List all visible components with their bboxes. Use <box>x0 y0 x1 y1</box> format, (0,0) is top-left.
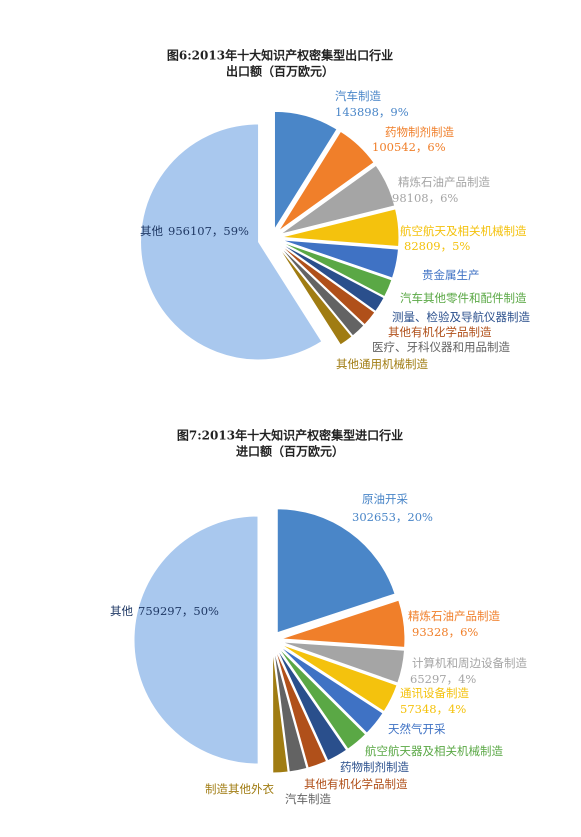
value-label: 302653，20% <box>352 510 433 524</box>
slice-label: 精炼石油产品制造 <box>398 175 490 189</box>
chart-subtitle: 出口额（百万欧元） <box>226 64 334 79</box>
slice-label: 其他 <box>140 224 163 238</box>
pie-slice <box>276 244 353 346</box>
pie-slice <box>276 508 396 634</box>
slice-label: 贵金属生产 <box>422 268 480 282</box>
pie-slice <box>272 648 289 774</box>
pie-slice <box>140 123 323 361</box>
slice-label: 汽车其他零件和配件制造 <box>400 291 527 305</box>
pie-slice <box>273 648 308 773</box>
chart-subtitle: 进口额（百万欧元） <box>236 444 344 459</box>
slice-label: 计算机和周边设备制造 <box>412 656 527 670</box>
slice-label: 其他 <box>110 604 133 618</box>
value-label: 93328，6% <box>412 625 478 639</box>
slice-label: 药物制剂制造 <box>385 125 454 139</box>
value-label: 759297，50% <box>138 604 219 618</box>
chart-title: 图7:2013年十大知识产权密集型进口行业 <box>177 428 403 443</box>
slice-label: 航空航天器及相关机械制造 <box>365 744 503 758</box>
value-label: 143898，9% <box>335 105 409 119</box>
pie-slice <box>279 643 398 713</box>
pie-slice <box>275 647 348 762</box>
pie-slice <box>280 599 406 648</box>
slice-label: 天然气开采 <box>388 722 446 736</box>
slice-label: 其他通用机械制造 <box>336 357 428 371</box>
pie-slice <box>279 242 385 313</box>
pie-slice <box>274 648 328 769</box>
slice-label: 其他有机化学品制造 <box>388 325 492 339</box>
value-label: 98108，6% <box>392 191 458 205</box>
pie-slice <box>277 244 365 337</box>
slice-label: 制造其他外衣 <box>205 782 274 796</box>
chart-title: 图6:2013年十大知识产权密集型出口行业 <box>167 48 393 63</box>
pie-slice <box>277 130 375 232</box>
pie-slice <box>278 243 376 326</box>
pie-slice <box>278 645 384 734</box>
value-label: 100542，6% <box>372 140 446 154</box>
slice-label: 原油开采 <box>362 492 408 506</box>
pie-slice <box>280 239 399 279</box>
slice-label: 精炼石油产品制造 <box>408 609 500 623</box>
pie-slice <box>280 241 393 298</box>
value-label: 65297，4% <box>410 672 476 686</box>
slice-label: 测量、检验及导航仪器制造 <box>392 310 530 324</box>
slice-label: 医疗、牙科仪器和用品制造 <box>372 340 510 354</box>
slice-label: 汽车制造 <box>335 89 381 103</box>
slice-label: 航空航天及相关机械制造 <box>400 224 527 238</box>
pie-slice <box>280 641 406 684</box>
value-label: 82809，5% <box>404 239 470 253</box>
slice-label: 通讯设备制造 <box>400 686 469 700</box>
pie-slice <box>273 110 338 232</box>
slice-label: 药物制剂制造 <box>340 760 409 774</box>
pie-slice <box>279 164 396 235</box>
pie-slice <box>277 646 367 750</box>
value-label: 57348，4% <box>400 702 466 716</box>
pie-slice <box>133 515 259 765</box>
value-label: 956107，59% <box>168 224 249 238</box>
slice-label: 汽车制造 <box>285 792 331 806</box>
pie-slice <box>280 208 400 248</box>
slice-label: 其他有机化学品制造 <box>304 777 408 791</box>
